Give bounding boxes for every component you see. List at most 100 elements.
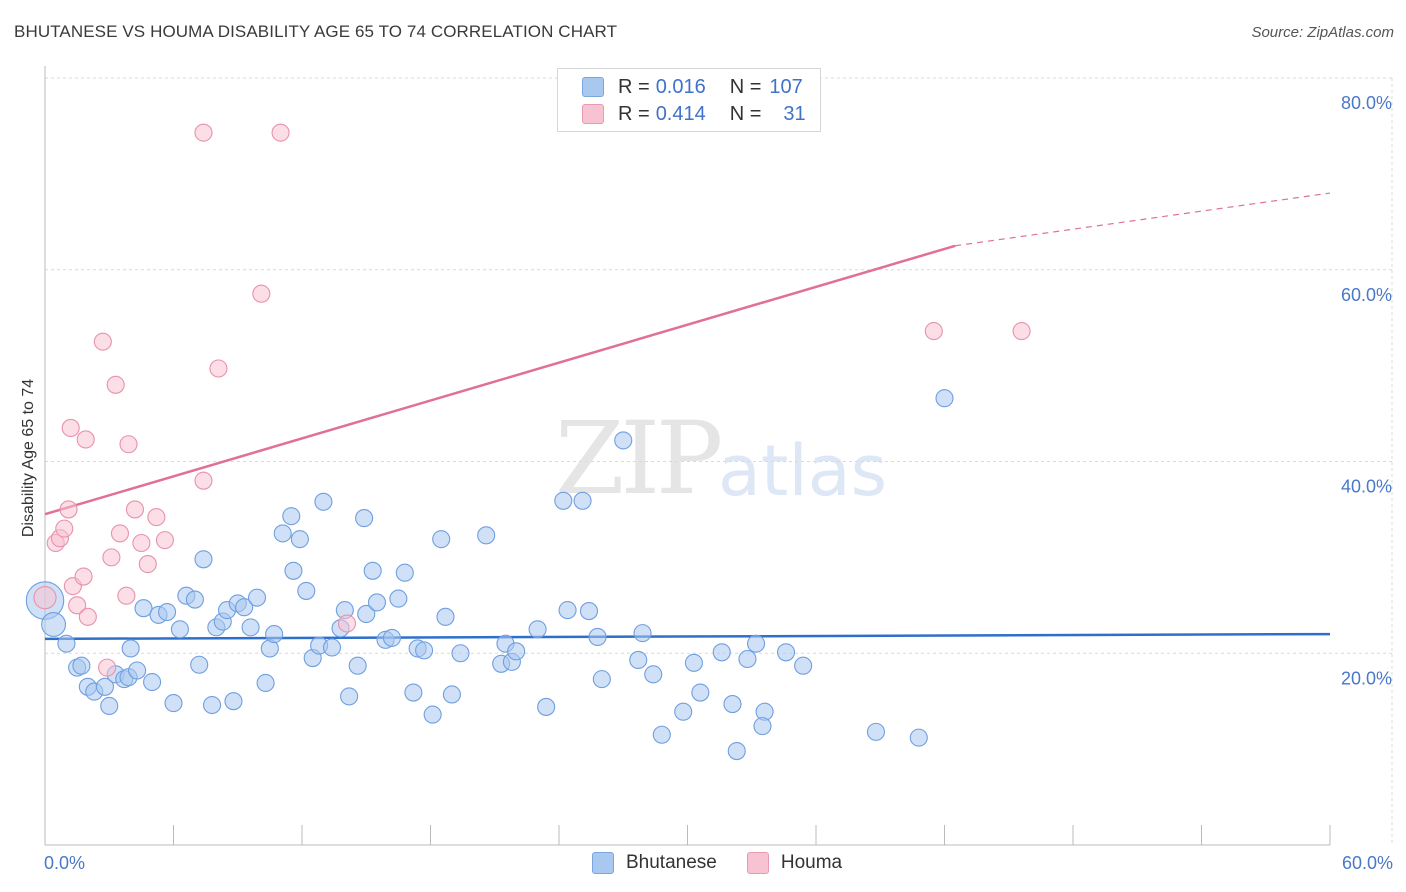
legend-n-value-bhutanese: 107 bbox=[769, 75, 803, 98]
point-bhutanese bbox=[367, 593, 387, 612]
point-bhutanese bbox=[348, 656, 367, 675]
point-bhutanese bbox=[164, 694, 183, 713]
point-bhutanese bbox=[134, 599, 153, 618]
point-bhutanese bbox=[866, 722, 886, 741]
point-houma bbox=[93, 332, 112, 351]
legend-row-houma: R = 0.414 N = 31 bbox=[582, 102, 806, 126]
point-bhutanese bbox=[629, 650, 648, 670]
point-bhutanese bbox=[738, 649, 757, 669]
axes bbox=[44, 66, 1331, 846]
point-bhutanese bbox=[746, 634, 766, 653]
point-bhutanese bbox=[203, 695, 222, 715]
point-houma bbox=[106, 375, 125, 394]
point-bhutanese bbox=[121, 639, 140, 658]
point-bhutanese bbox=[389, 589, 408, 608]
point-houma bbox=[119, 435, 138, 454]
bottom-legend-label-bhutanese: Bhutanese bbox=[626, 852, 717, 873]
point-bhutanese bbox=[190, 655, 209, 674]
point-bhutanese bbox=[340, 687, 359, 706]
point-houma bbox=[61, 418, 80, 437]
point-bhutanese bbox=[432, 530, 451, 549]
point-bhutanese bbox=[442, 685, 461, 704]
trend-line-bhutanese bbox=[44, 632, 1331, 641]
point-bhutanese bbox=[404, 683, 423, 702]
point-bhutanese bbox=[712, 643, 731, 662]
point-houma bbox=[194, 123, 213, 142]
point-houma bbox=[78, 607, 97, 626]
point-houma bbox=[1012, 322, 1031, 341]
point-bhutanese bbox=[727, 741, 746, 761]
point-bhutanese bbox=[290, 530, 309, 549]
chart-title: BHUTANESE VS HOUMA DISABILITY AGE 65 TO … bbox=[14, 22, 618, 41]
point-bhutanese bbox=[674, 702, 693, 721]
point-bhutanese bbox=[573, 491, 592, 510]
point-houma bbox=[194, 471, 213, 490]
point-bhutanese bbox=[644, 665, 663, 684]
point-houma bbox=[55, 519, 74, 538]
bottom-legend-label-houma: Houma bbox=[780, 852, 843, 873]
point-bhutanese bbox=[558, 601, 577, 620]
point-bhutanese bbox=[423, 705, 442, 724]
point-bhutanese bbox=[935, 389, 954, 408]
x-tick-label-min: 0.0% bbox=[44, 853, 85, 873]
point-bhutanese bbox=[95, 677, 115, 696]
point-bhutanese bbox=[247, 588, 267, 607]
y-tick-label: 20.0% bbox=[1341, 668, 1392, 688]
point-bhutanese bbox=[170, 620, 189, 639]
point-bhutanese bbox=[224, 692, 243, 711]
point-bhutanese bbox=[691, 683, 710, 702]
point-bhutanese bbox=[592, 670, 611, 689]
point-bhutanese bbox=[537, 697, 556, 716]
point-bhutanese bbox=[794, 656, 813, 675]
point-houma bbox=[76, 430, 95, 449]
point-houma bbox=[155, 531, 174, 550]
point-bhutanese bbox=[41, 612, 67, 637]
point-bhutanese bbox=[235, 598, 254, 617]
point-bhutanese bbox=[579, 602, 599, 621]
point-houma bbox=[117, 586, 136, 605]
point-bhutanese bbox=[185, 590, 204, 609]
point-houma bbox=[252, 284, 271, 303]
point-houma bbox=[68, 596, 87, 615]
point-houma bbox=[59, 500, 78, 519]
legend-box: R = 0.016 N = 107 R = 0.414 N = 31 bbox=[557, 68, 821, 132]
point-bhutanese bbox=[436, 607, 455, 626]
legend-n-label: N = bbox=[729, 102, 762, 125]
point-bhutanese bbox=[143, 672, 162, 692]
point-bhutanese bbox=[723, 695, 742, 714]
point-bhutanese bbox=[395, 563, 414, 582]
tick-labels: 20.0% 40.0% 60.0% 80.0% 0.0% 60.0% bbox=[44, 93, 1393, 873]
point-bhutanese bbox=[128, 661, 147, 680]
point-bhutanese bbox=[72, 656, 91, 675]
point-bhutanese bbox=[355, 509, 374, 528]
point-bhutanese bbox=[282, 507, 301, 526]
point-houma bbox=[132, 533, 151, 553]
point-bhutanese bbox=[357, 604, 376, 623]
point-bhutanese bbox=[507, 642, 526, 661]
point-bhutanese bbox=[633, 624, 652, 643]
point-houma bbox=[209, 359, 228, 378]
legend-n-value-houma: 31 bbox=[783, 102, 806, 125]
point-houma bbox=[33, 586, 57, 610]
source-credit: Source: ZipAtlas.com bbox=[1251, 24, 1394, 41]
point-houma bbox=[271, 123, 290, 142]
point-houma bbox=[924, 322, 943, 341]
point-bhutanese bbox=[256, 673, 275, 693]
legend-n-label: N = bbox=[729, 75, 762, 98]
point-bhutanese bbox=[776, 643, 796, 662]
legend-r-label: R = bbox=[618, 102, 650, 125]
legend-swatch-houma bbox=[582, 104, 604, 124]
trend-line-houma-extension bbox=[955, 192, 1331, 247]
point-bhutanese bbox=[382, 628, 402, 647]
bottom-legend: Bhutanese Houma bbox=[592, 852, 842, 874]
y-tick-label: 80.0% bbox=[1341, 93, 1392, 113]
point-houma bbox=[138, 555, 157, 574]
point-bhutanese bbox=[241, 618, 260, 637]
bottom-legend-swatch-bhutanese bbox=[592, 852, 614, 874]
point-bhutanese bbox=[451, 644, 470, 663]
y-tick-label: 40.0% bbox=[1341, 477, 1392, 497]
legend-r-value-bhutanese: 0.016 bbox=[655, 75, 706, 98]
point-bhutanese bbox=[753, 717, 772, 736]
point-bhutanese bbox=[314, 492, 333, 511]
